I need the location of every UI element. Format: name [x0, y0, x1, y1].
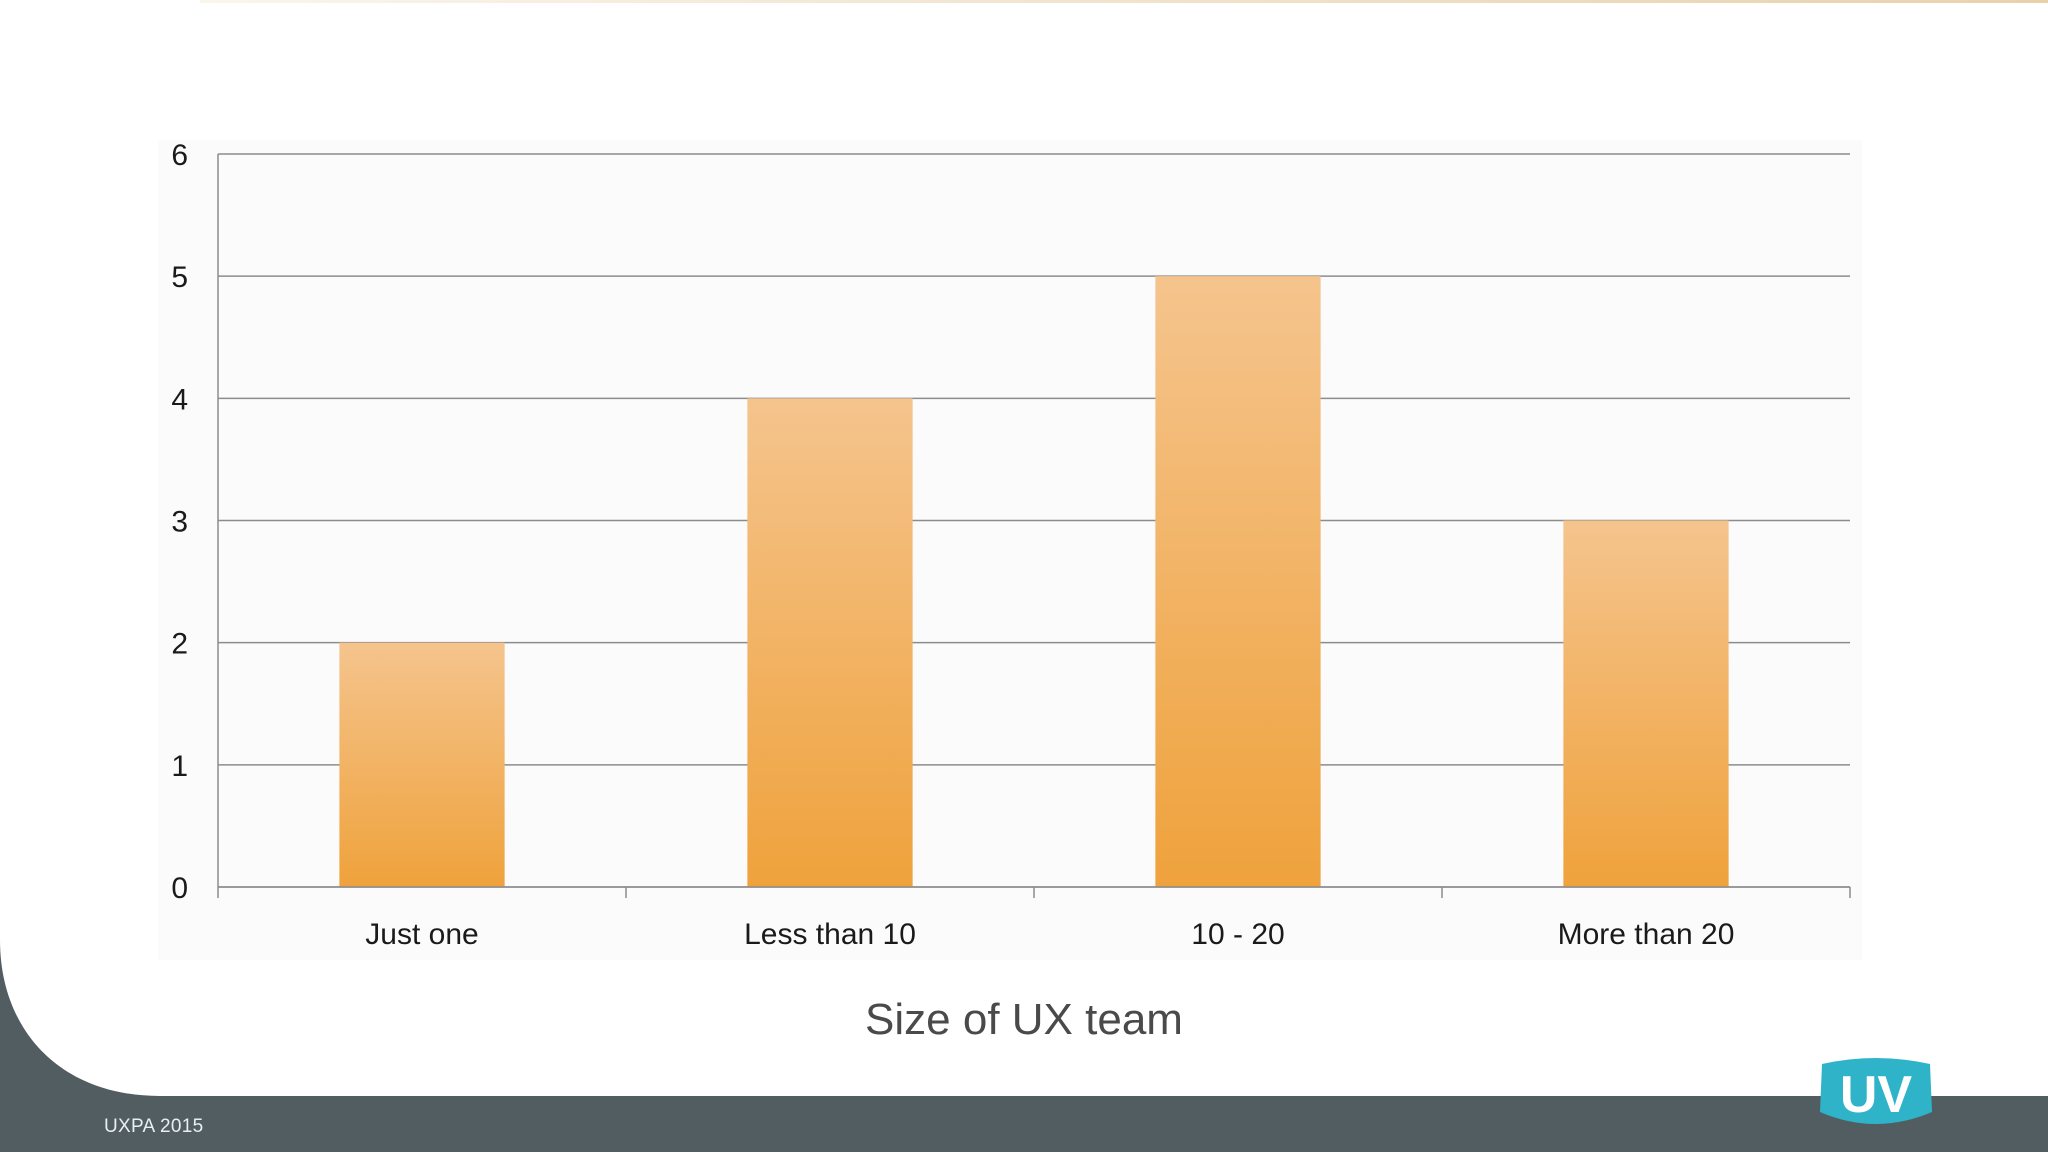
- bar-just-one: [339, 642, 505, 887]
- bar-chart: 0 1 2 3 4 5 6 Just one Less than 10 10 - 20 More t…: [171, 140, 1851, 951]
- y-tick-label: 1: [171, 750, 188, 783]
- top-accent-line: [200, 0, 2048, 3]
- y-tick-label: 0: [171, 872, 188, 905]
- x-tick-label: More than 20: [1558, 918, 1735, 951]
- chart-container: 0 1 2 3 4 5 6 Just one Less than 10 10 - 20 More t…: [158, 140, 1862, 960]
- y-tick-label: 6: [171, 140, 188, 172]
- y-tick-label: 4: [171, 383, 188, 416]
- logo-text: UV: [1840, 1066, 1913, 1124]
- bar-10-20: [1155, 276, 1321, 887]
- y-tick-label: 5: [171, 261, 188, 294]
- footer-band: [0, 1096, 2048, 1152]
- y-tick-label: 2: [171, 628, 188, 661]
- bar-more-than-20: [1563, 520, 1729, 887]
- y-tick-label: 3: [171, 506, 188, 539]
- x-tick-label: Less than 10: [744, 918, 916, 951]
- x-tick-label: 10 - 20: [1191, 918, 1284, 951]
- footer-curve: [0, 940, 300, 1100]
- bar-less-than-10: [747, 398, 913, 887]
- footer-label: UXPA 2015: [104, 1116, 204, 1137]
- uv-logo: UV: [1814, 1054, 1938, 1136]
- chart-title: Size of UX team: [865, 995, 1183, 1044]
- x-tick-label: Just one: [365, 918, 478, 951]
